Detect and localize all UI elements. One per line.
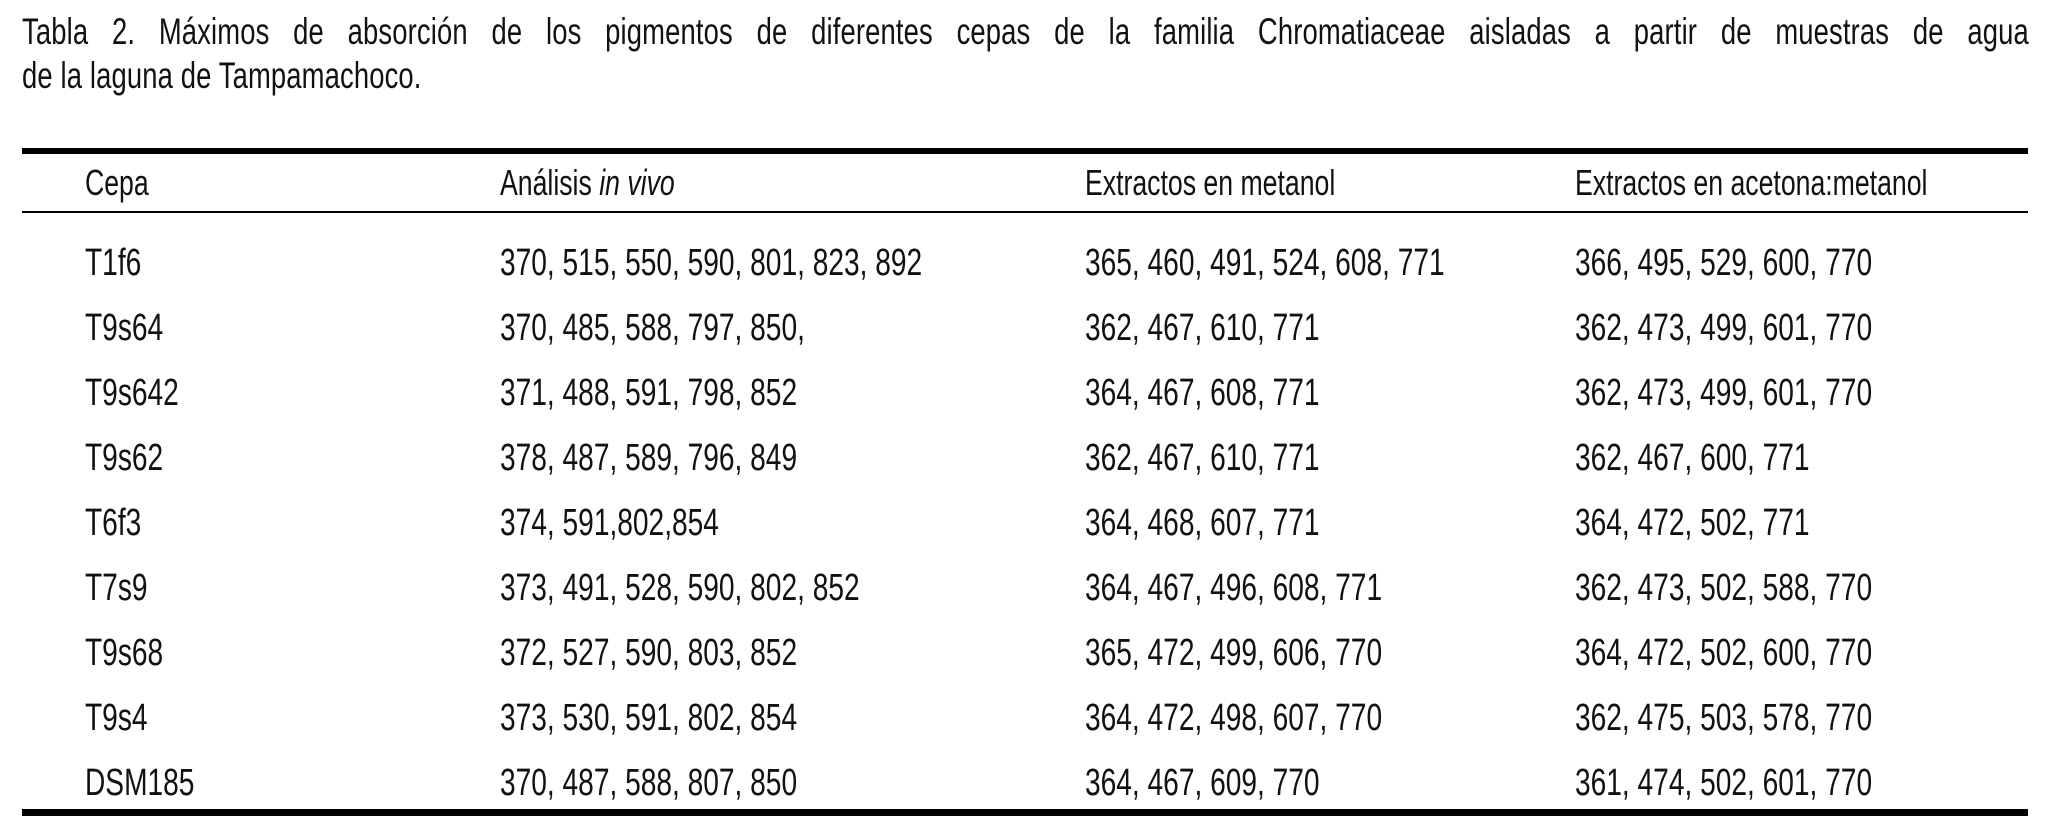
cell-cepa: T9s64 [85,307,500,350]
metanol-value: 362, 467, 610, 771 [1085,307,1320,349]
cell-acetona-metanol: 362, 473, 499, 601, 770 [1575,372,2048,415]
cell-acetona-metanol: 362, 467, 600, 771 [1575,437,2048,480]
cell-acetona-metanol: 362, 473, 499, 601, 770 [1575,307,2048,350]
table-body: T1f6 370, 515, 550, 590, 801, 823, 892 3… [0,231,2048,816]
cell-cepa: T1f6 [85,242,500,285]
table-caption-line2: de la laguna de Tampamachoco. [22,55,422,96]
cell-cepa: T9s62 [85,437,500,480]
header-cepa-label: Cepa [85,162,149,203]
table-row: T9s62 378, 487, 589, 796, 849 362, 467, … [0,426,2048,491]
cell-in-vivo: 370, 515, 550, 590, 801, 823, 892 [500,242,1085,285]
cepa-value: T6f3 [85,502,142,544]
in-vivo-value: 371, 488, 591, 798, 852 [500,372,798,414]
cell-cepa: T9s68 [85,632,500,675]
table-bottom-rule [22,809,2028,816]
cell-cepa: T9s642 [85,372,500,415]
cell-in-vivo: 373, 530, 591, 802, 854 [500,697,1085,740]
acetona-metanol-value: 362, 473, 499, 601, 770 [1575,307,1873,349]
table-row: T9s68 372, 527, 590, 803, 852 365, 472, … [0,621,2048,686]
cepa-value: T9s62 [85,437,164,479]
table-caption-line1: Tabla 2. Máximos de absorción de los pig… [22,11,2029,52]
cell-in-vivo: 371, 488, 591, 798, 852 [500,372,1085,415]
table-top-rule [22,148,2028,154]
table-row: T9s642 371, 488, 591, 798, 852 364, 467,… [0,361,2048,426]
cell-metanol: 365, 472, 499, 606, 770 [1085,632,1575,675]
acetona-metanol-value: 366, 495, 529, 600, 770 [1575,242,1873,284]
header-analisis-in-vivo: Análisis in vivo [500,162,1085,204]
header-acetona-metanol-label: Extractos en acetona:metanol [1575,162,1928,203]
in-vivo-value: 374, 591,802,854 [500,502,719,544]
metanol-value: 365, 472, 499, 606, 770 [1085,632,1383,674]
metanol-value: 364, 467, 609, 770 [1085,762,1320,804]
metanol-value: 364, 467, 496, 608, 771 [1085,567,1383,609]
acetona-metanol-value: 362, 467, 600, 771 [1575,437,1810,479]
header-cepa: Cepa [85,162,500,204]
cell-in-vivo: 372, 527, 590, 803, 852 [500,632,1085,675]
metanol-value: 362, 467, 610, 771 [1085,437,1320,479]
in-vivo-value: 373, 530, 591, 802, 854 [500,697,798,739]
table-row: T9s4 373, 530, 591, 802, 854 364, 472, 4… [0,686,2048,751]
cepa-value: T9s642 [85,372,179,414]
table-row: T7s9 373, 491, 528, 590, 802, 852 364, 4… [0,556,2048,621]
cell-acetona-metanol: 362, 473, 502, 588, 770 [1575,567,2048,610]
header-analisis-label: Análisis in vivo [500,162,675,203]
in-vivo-value: 373, 491, 528, 590, 802, 852 [500,567,860,609]
cell-metanol: 365, 460, 491, 524, 608, 771 [1085,242,1575,285]
in-vivo-value: 370, 515, 550, 590, 801, 823, 892 [500,242,923,284]
cell-metanol: 362, 467, 610, 771 [1085,437,1575,480]
cell-in-vivo: 374, 591,802,854 [500,502,1085,545]
acetona-metanol-value: 364, 472, 502, 600, 770 [1575,632,1873,674]
header-metanol-label: Extractos en metanol [1085,162,1336,203]
cell-in-vivo: 370, 487, 588, 807, 850 [500,762,1085,805]
acetona-metanol-value: 362, 473, 499, 601, 770 [1575,372,1873,414]
cell-cepa: T6f3 [85,502,500,545]
cell-cepa: T7s9 [85,567,500,610]
cepa-value: T1f6 [85,242,142,284]
cell-acetona-metanol: 364, 472, 502, 600, 770 [1575,632,2048,675]
cell-metanol: 364, 468, 607, 771 [1085,502,1575,545]
table-row: T6f3 374, 591,802,854 364, 468, 607, 771… [0,491,2048,556]
cell-cepa: T9s4 [85,697,500,740]
header-in-vivo-italic: in vivo [599,162,675,203]
cell-acetona-metanol: 361, 474, 502, 601, 770 [1575,762,2048,805]
metanol-value: 364, 467, 608, 771 [1085,372,1320,414]
table-row: T9s64 370, 485, 588, 797, 850, 362, 467,… [0,296,2048,361]
cell-metanol: 364, 472, 498, 607, 770 [1085,697,1575,740]
cell-in-vivo: 370, 485, 588, 797, 850, [500,307,1085,350]
header-separator-rule [22,211,2028,213]
in-vivo-value: 370, 487, 588, 807, 850 [500,762,798,804]
cell-acetona-metanol: 366, 495, 529, 600, 770 [1575,242,2048,285]
table-row: DSM185 370, 487, 588, 807, 850 364, 467,… [0,751,2048,816]
in-vivo-value: 378, 487, 589, 796, 849 [500,437,798,479]
acetona-metanol-value: 362, 475, 503, 578, 770 [1575,697,1873,739]
in-vivo-value: 372, 527, 590, 803, 852 [500,632,798,674]
acetona-metanol-value: 361, 474, 502, 601, 770 [1575,762,1873,804]
metanol-value: 364, 468, 607, 771 [1085,502,1320,544]
table-row: T1f6 370, 515, 550, 590, 801, 823, 892 3… [0,231,2048,296]
cepa-value: DSM185 [85,762,195,804]
cell-metanol: 364, 467, 496, 608, 771 [1085,567,1575,610]
acetona-metanol-value: 364, 472, 502, 771 [1575,502,1810,544]
in-vivo-value: 370, 485, 588, 797, 850, [500,307,805,349]
cepa-value: T9s4 [85,697,148,739]
acetona-metanol-value: 362, 473, 502, 588, 770 [1575,567,1873,609]
cell-in-vivo: 378, 487, 589, 796, 849 [500,437,1085,480]
cell-metanol: 364, 467, 608, 771 [1085,372,1575,415]
cell-cepa: DSM185 [85,762,500,805]
table-caption: Tabla 2. Máximos de absorción de los pig… [22,10,2048,98]
cepa-value: T7s9 [85,567,148,609]
cell-acetona-metanol: 362, 475, 503, 578, 770 [1575,697,2048,740]
header-extractos-metanol: Extractos en metanol [1085,162,1575,204]
header-extractos-acetona-metanol: Extractos en acetona:metanol [1575,162,2048,204]
cell-acetona-metanol: 364, 472, 502, 771 [1575,502,2048,545]
metanol-value: 365, 460, 491, 524, 608, 771 [1085,242,1445,284]
cepa-value: T9s68 [85,632,164,674]
cepa-value: T9s64 [85,307,164,349]
cell-in-vivo: 373, 491, 528, 590, 802, 852 [500,567,1085,610]
table-header-row: Cepa Análisis in vivo Extractos en metan… [0,155,2048,211]
cell-metanol: 362, 467, 610, 771 [1085,307,1575,350]
cell-metanol: 364, 467, 609, 770 [1085,762,1575,805]
metanol-value: 364, 472, 498, 607, 770 [1085,697,1383,739]
